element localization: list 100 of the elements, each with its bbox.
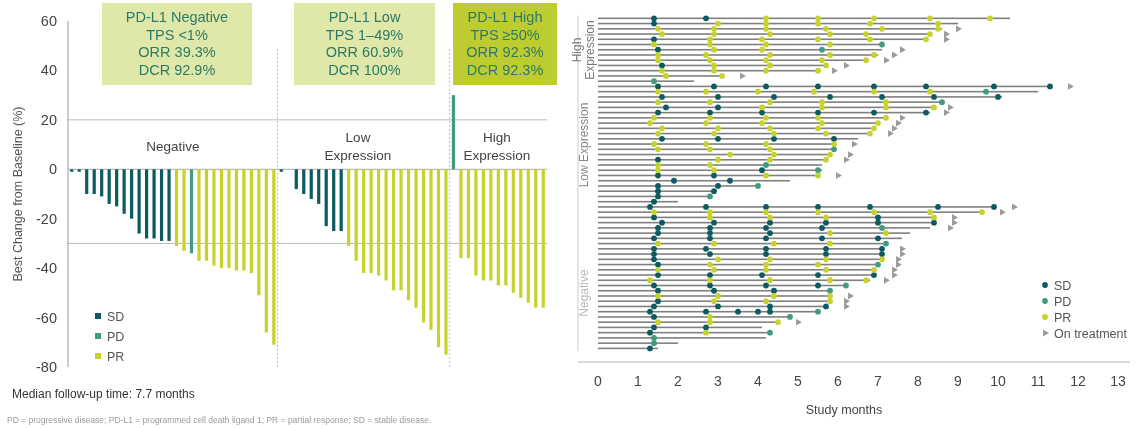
point xyxy=(771,151,777,158)
point xyxy=(823,266,829,273)
point xyxy=(707,162,713,168)
point xyxy=(823,219,829,226)
point xyxy=(871,52,877,58)
point xyxy=(879,256,885,263)
point xyxy=(931,104,937,111)
y-tick-label: 20 xyxy=(40,111,57,128)
point xyxy=(823,256,829,263)
point xyxy=(796,318,802,326)
point xyxy=(944,35,950,43)
point xyxy=(767,146,773,153)
point xyxy=(655,46,661,53)
point xyxy=(884,276,890,284)
point xyxy=(763,251,769,257)
point xyxy=(831,146,837,153)
point xyxy=(707,109,713,116)
point xyxy=(900,114,906,122)
point xyxy=(703,324,709,331)
point xyxy=(655,146,661,153)
x-tick-label: 10 xyxy=(990,373,1006,389)
point xyxy=(952,219,958,227)
point xyxy=(707,146,713,153)
point xyxy=(711,46,717,53)
point xyxy=(651,214,657,221)
point xyxy=(1068,83,1074,90)
point xyxy=(755,183,761,189)
point xyxy=(948,103,954,111)
point xyxy=(763,162,769,168)
point xyxy=(727,151,733,158)
point xyxy=(879,25,885,32)
point xyxy=(655,272,661,278)
point xyxy=(711,298,717,305)
annotation: PD-L1 Low TPS 1–49% ORR 60.9% DCR 100% xyxy=(325,9,404,78)
point xyxy=(871,109,877,116)
point xyxy=(759,109,765,116)
point xyxy=(867,204,873,210)
point xyxy=(707,319,713,326)
point xyxy=(703,120,709,126)
point xyxy=(707,251,713,257)
point xyxy=(819,235,825,242)
point xyxy=(715,303,721,310)
point xyxy=(787,314,793,320)
point xyxy=(707,272,713,278)
point xyxy=(715,293,721,299)
point xyxy=(767,31,773,37)
point xyxy=(879,94,885,100)
x-tick-label: 12 xyxy=(1070,373,1086,389)
point xyxy=(827,277,833,284)
y-tick-label: -20 xyxy=(36,210,57,227)
point xyxy=(659,67,665,74)
point xyxy=(871,272,877,278)
point xyxy=(655,287,661,294)
point xyxy=(735,308,741,315)
point xyxy=(655,266,661,273)
point xyxy=(703,204,709,210)
point xyxy=(823,303,829,310)
x-tick-label: 9 xyxy=(954,373,963,389)
point xyxy=(703,329,709,336)
point xyxy=(831,141,837,147)
annotation: Low Expression xyxy=(577,102,591,188)
annotation: Negative xyxy=(577,269,591,317)
point xyxy=(711,266,717,273)
point xyxy=(767,156,773,163)
point xyxy=(711,219,717,226)
x-tick-label: 6 xyxy=(834,373,843,389)
point xyxy=(711,31,717,37)
legend-label: PD xyxy=(107,329,125,344)
point xyxy=(707,314,713,320)
point xyxy=(900,245,906,253)
point xyxy=(651,340,657,347)
point xyxy=(655,88,661,95)
point xyxy=(815,20,821,27)
point xyxy=(883,99,889,106)
point xyxy=(763,25,769,32)
point xyxy=(711,188,717,195)
x-tick-label: 3 xyxy=(714,373,723,389)
point xyxy=(875,120,881,126)
point xyxy=(663,104,669,111)
point xyxy=(823,214,829,221)
point xyxy=(983,88,989,95)
point xyxy=(707,57,713,64)
point xyxy=(892,271,898,279)
point xyxy=(763,209,769,216)
point xyxy=(651,303,657,310)
point xyxy=(711,240,717,247)
point xyxy=(900,46,906,54)
point xyxy=(823,130,829,137)
text: PD = progressive disease; PD-L1 = programmed cell death ligand 1; PR = partial response; SD = stable disease. xyxy=(7,415,432,425)
point xyxy=(867,36,873,43)
annotation: PD-L1 Negative TPS <1% ORR 39.3% DCR 92.9% xyxy=(125,9,229,78)
point xyxy=(651,41,657,48)
point xyxy=(755,308,761,315)
point xyxy=(651,324,657,331)
point xyxy=(651,114,657,121)
point xyxy=(647,120,653,126)
point xyxy=(884,56,890,64)
point xyxy=(767,219,773,226)
point xyxy=(763,15,769,22)
point xyxy=(715,256,721,263)
